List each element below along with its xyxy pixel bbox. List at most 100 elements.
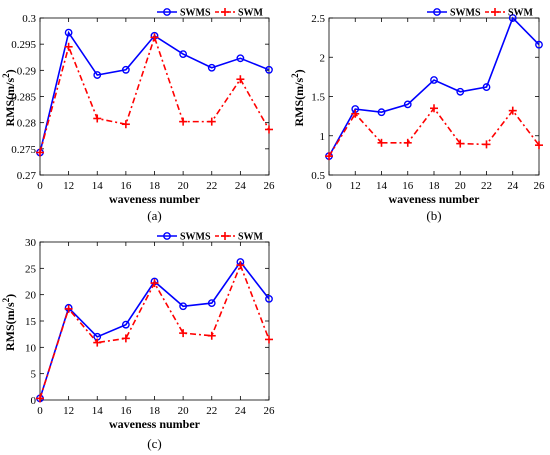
data-point-swm xyxy=(207,331,216,340)
data-point-swm xyxy=(265,125,273,134)
x-axis-label: waveness number xyxy=(388,192,480,206)
plot-frame xyxy=(328,17,540,176)
data-point-swms xyxy=(207,63,216,72)
data-point-swm xyxy=(64,42,73,51)
data-point-swm xyxy=(265,335,273,344)
y-tick-label: 0.28 xyxy=(17,118,37,130)
legend-label-swm: SWM xyxy=(238,8,264,19)
x-tick-label: 20 xyxy=(178,180,190,192)
y-tick-label: 2 xyxy=(320,52,326,64)
y-tick-label: 0.29 xyxy=(17,65,37,77)
y-tick-label: 15 xyxy=(25,316,37,328)
chart-panel-3: 0 5 10 15 20 25 30 0 12 14 16 18 20 22 24 26 waveness nu… xyxy=(1,232,275,452)
data-point-swms xyxy=(535,40,543,49)
data-point-swms xyxy=(403,100,412,109)
legend-marker-swms xyxy=(163,232,171,240)
data-point-swms xyxy=(93,71,102,79)
x-tick-label: 26 xyxy=(264,180,276,192)
y-tick-label: 1.5 xyxy=(311,92,325,104)
data-point-swm xyxy=(535,141,543,150)
x-tick-label: 22 xyxy=(481,180,492,192)
y-tick-label: 2.5 xyxy=(311,13,325,25)
data-point-swm xyxy=(93,338,102,347)
y-axis-label-end: ) xyxy=(3,294,17,298)
x-tick-label: 24 xyxy=(507,180,519,192)
legend: SWMS SWM xyxy=(157,232,264,243)
data-point-swm xyxy=(207,117,216,126)
x-tick-label: 18 xyxy=(149,180,161,192)
data-point-swm xyxy=(121,120,130,129)
y-tick-label: 10 xyxy=(25,342,37,354)
data-point-swm xyxy=(179,329,188,338)
data-point-swm xyxy=(64,304,73,313)
x-tick-label: 26 xyxy=(534,180,546,192)
chart-panel-1: 0.27 0.275 0.28 0.285 0.29 0.295 0.3 0 12 14 16 18 2… xyxy=(1,8,275,224)
x-tick-label: 12 xyxy=(63,180,74,192)
data-point-swms xyxy=(179,50,188,59)
y-axis-label-superscript: 2 xyxy=(1,297,11,302)
data-point-swms xyxy=(64,28,73,37)
panel-caption: (b) xyxy=(426,208,441,223)
data-point-swm xyxy=(482,140,491,149)
data-point-swm xyxy=(430,104,438,113)
data-point-swm xyxy=(36,148,44,157)
data-point-swms xyxy=(508,14,517,22)
data-point-swm xyxy=(36,394,44,403)
y-axis-label: RMS(m/s2) xyxy=(1,294,17,351)
data-point-swm xyxy=(150,33,159,42)
data-point-swms xyxy=(377,108,386,117)
chart-panel-2: 0.5 1 1.5 2 2.5 0 12 14 16 18 20 22 24 26 waveness num… xyxy=(290,8,545,224)
data-point-swm xyxy=(377,138,386,147)
data-point-swm xyxy=(351,109,360,118)
data-point-swm xyxy=(456,139,465,148)
legend-marker-swms xyxy=(163,8,171,16)
data-point-swms xyxy=(482,83,491,91)
data-point-swms xyxy=(121,65,130,74)
x-tick-label: 16 xyxy=(120,405,132,417)
legend-label-swms: SWMS xyxy=(180,8,211,19)
x-tick-label: 20 xyxy=(455,180,467,192)
x-tick-label: 0 xyxy=(326,180,332,192)
series-line-swm xyxy=(39,34,270,153)
data-point-swm xyxy=(236,261,245,270)
data-point-swms xyxy=(265,65,273,74)
x-tick-label: 16 xyxy=(120,180,132,192)
y-tick-label: 0.295 xyxy=(11,39,36,51)
y-tick-label: 20 xyxy=(25,290,37,302)
y-tick-label: 0.275 xyxy=(11,144,36,156)
legend-label-swm: SWM xyxy=(508,8,534,19)
legend: SWMS SWM xyxy=(157,8,264,19)
series-line-swms xyxy=(328,16,540,157)
data-point-swms xyxy=(265,294,273,303)
data-point-swm xyxy=(121,334,130,343)
data-point-swms xyxy=(121,320,130,329)
x-tick-label: 22 xyxy=(206,180,217,192)
legend: SWMS SWM xyxy=(427,8,534,19)
x-tick-label: 14 xyxy=(376,180,388,192)
legend-label-swm: SWM xyxy=(238,232,264,243)
x-tick-label: 16 xyxy=(402,180,414,192)
x-tick-label: 0 xyxy=(37,180,43,192)
data-point-swm xyxy=(150,279,159,288)
y-axis-label-superscript: 2 xyxy=(290,73,300,78)
y-axis-label: RMS(m/s2) xyxy=(290,69,306,126)
y-axis-label-superscript: 2 xyxy=(1,73,11,78)
legend-label-swms: SWMS xyxy=(450,8,481,19)
y-tick-label: 0.285 xyxy=(11,92,36,104)
x-tick-label: 22 xyxy=(206,405,217,417)
y-axis-label-text: RMS(m/s xyxy=(3,78,17,127)
data-point-swm xyxy=(236,75,245,84)
y-tick-label: 0.3 xyxy=(22,13,36,25)
x-tick-label: 14 xyxy=(92,405,104,417)
data-point-swms xyxy=(430,76,438,84)
x-tick-label: 12 xyxy=(350,180,361,192)
y-tick-label: 25 xyxy=(25,263,37,275)
data-point-swm xyxy=(403,138,412,147)
y-tick-label: 0 xyxy=(31,395,37,407)
y-axis-label-text: RMS(m/s xyxy=(292,78,306,127)
y-axis-label-end: ) xyxy=(292,69,306,73)
y-axis-label-text: RMS(m/s xyxy=(3,302,17,351)
data-point-swms xyxy=(456,87,465,96)
data-point-swms xyxy=(236,54,245,63)
data-point-swms xyxy=(207,299,216,307)
